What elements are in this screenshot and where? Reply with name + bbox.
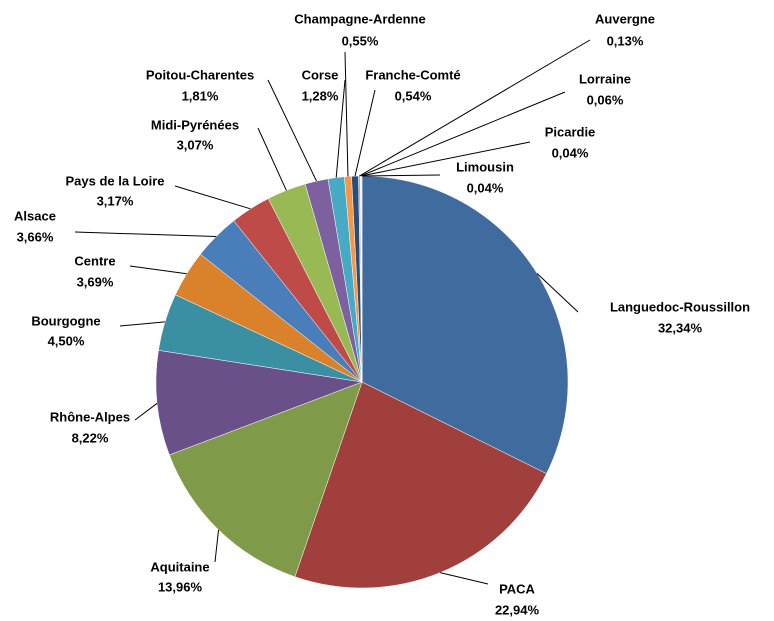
leader-line (214, 529, 220, 563)
leader-line (174, 185, 251, 210)
slice-label: Auvergne (595, 11, 655, 26)
slice-value: 8,22% (72, 430, 109, 445)
leader-line (344, 51, 349, 177)
slice-label: Champagne-Ardenne (294, 11, 425, 26)
slice-value: 3,66% (17, 229, 54, 244)
leader-line (361, 141, 531, 177)
slice-value: 4,50% (48, 333, 85, 348)
leader-line (354, 89, 376, 177)
leader-line (267, 79, 317, 182)
slice-label: Languedoc-Roussillon (610, 299, 750, 314)
slice-label: Aquitaine (150, 559, 209, 574)
slice-value: 3,17% (97, 193, 134, 208)
leader-line (439, 572, 489, 585)
slice-label: Limousin (456, 159, 514, 174)
slice-label: Franche-Comté (365, 67, 460, 82)
leader-line (335, 79, 346, 178)
slice-value: 32,34% (658, 320, 703, 335)
slice-label: Alsace (14, 208, 56, 223)
slice-label: Lorraine (579, 71, 631, 86)
leader-line (129, 265, 187, 275)
slice-value: 0,54% (395, 88, 432, 103)
slice-value: 0,04% (467, 180, 504, 195)
slice-value: 0,04% (552, 145, 589, 160)
leader-line (119, 321, 166, 327)
slice-label: Midi-Pyrénées (151, 117, 239, 132)
leader-line (361, 174, 441, 177)
pie-slice (294, 381, 547, 589)
pie-slice (169, 381, 363, 578)
slice-value: 0,13% (607, 33, 644, 48)
slice-label: Rhône-Alpes (50, 409, 130, 424)
slice-label: Centre (74, 253, 115, 268)
slice-label: Picardie (545, 124, 596, 139)
leader-line (359, 39, 591, 177)
leader-line (536, 273, 579, 313)
leader-line (74, 231, 217, 238)
slice-label: Bourgogne (31, 313, 100, 328)
leader-line (134, 402, 158, 421)
slice-value: 13,96% (158, 579, 203, 594)
pie-slice (361, 175, 569, 475)
slice-value: 1,81% (182, 88, 219, 103)
slice-label: PACA (499, 581, 535, 596)
slice-value: 22,94% (495, 602, 540, 617)
slice-value: 3,69% (77, 274, 114, 289)
pie-slice (155, 350, 363, 456)
slice-label: Corse (302, 67, 339, 82)
leader-line (360, 91, 566, 177)
slice-value: 0,55% (342, 33, 379, 48)
slice-value: 1,28% (302, 88, 339, 103)
slice-label: Poitou-Charentes (146, 67, 254, 82)
slice-value: 0,06% (587, 92, 624, 107)
slice-label: Pays de la Loire (66, 173, 165, 188)
leader-line (257, 127, 287, 191)
slice-value: 3,07% (177, 137, 214, 152)
